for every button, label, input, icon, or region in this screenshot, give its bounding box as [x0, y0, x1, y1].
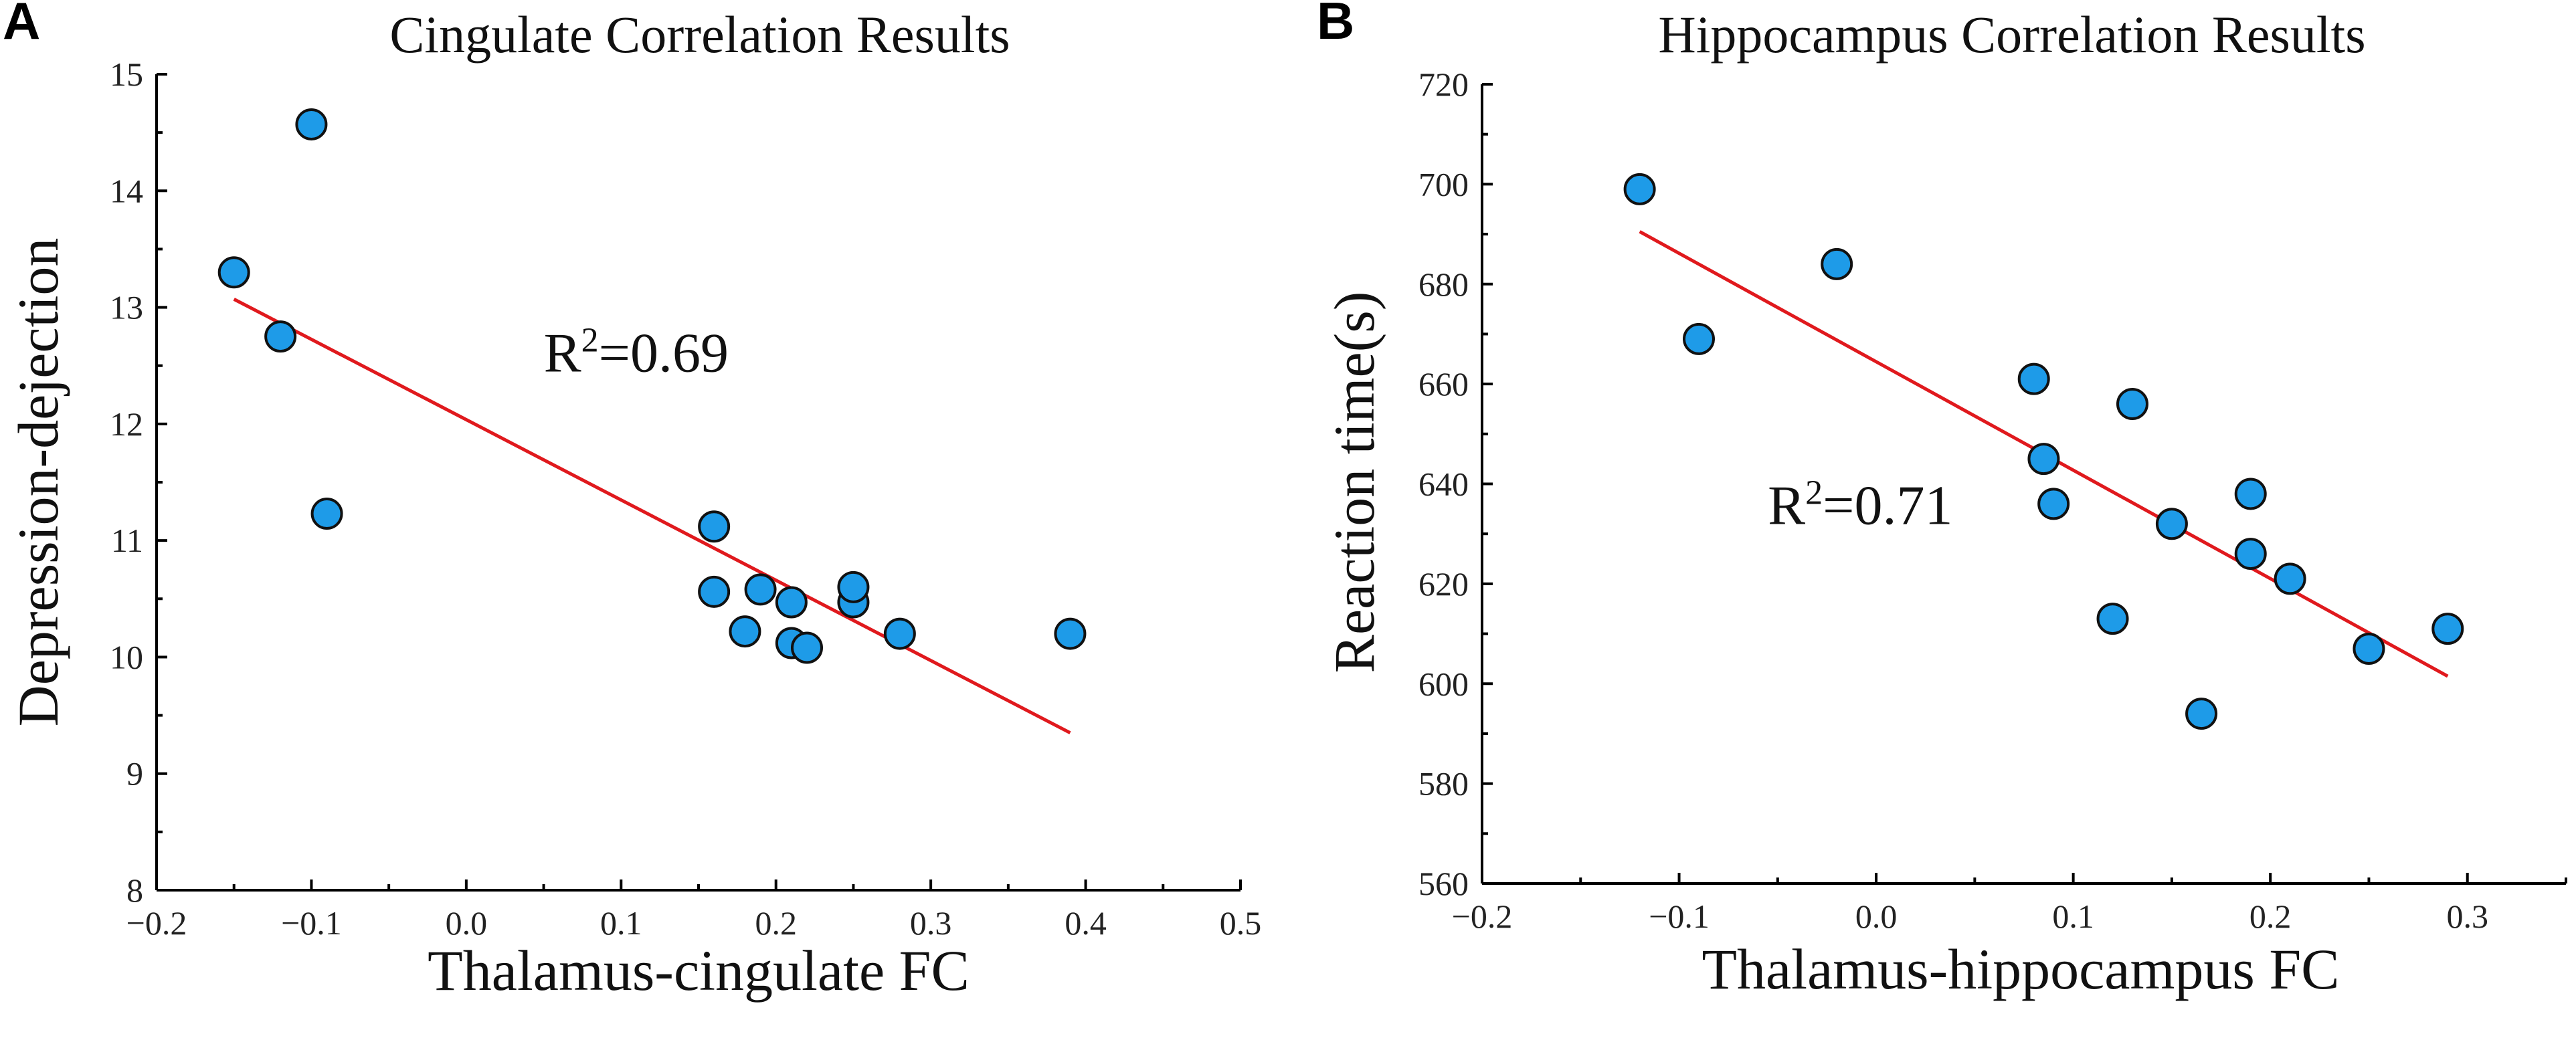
panel-a-scatter-points	[217, 108, 1087, 664]
x-tick-label: 0.3	[910, 904, 952, 942]
y-tick-label: 9	[126, 755, 143, 793]
scatter-point	[2234, 478, 2267, 510]
scatter-point	[2096, 603, 2129, 635]
scatter-point	[217, 256, 250, 289]
panel-a-x-ticks: −0.2 −0.1 0.0 0.1 0.2 0.3 0.4 0.5	[126, 879, 1262, 942]
y-tick-label: 11	[111, 522, 143, 559]
panel-a-letter: A	[3, 0, 40, 50]
scatter-point	[2116, 388, 2148, 420]
scatter-point	[2274, 562, 2306, 595]
panel-a-y-axis-label: Depression-dejection	[6, 238, 70, 727]
panel-b-x-axis-label: Thalamus-hippocampus FC	[1701, 937, 2339, 1001]
y-tick-label: 720	[1418, 66, 1469, 103]
panel-b-y-axis-label: Reaction time(s)	[1322, 292, 1386, 673]
panel-a-cingulate: A Cingulate Correlation Results 8 9 10 11 12…	[3, 0, 1261, 1003]
scatter-point	[837, 570, 870, 603]
y-tick-label: 600	[1418, 665, 1469, 702]
panel-a-regression-line	[233, 298, 1071, 734]
panel-b-r-squared: R2=0.71	[1768, 474, 1952, 536]
y-tick-label: 700	[1418, 165, 1469, 203]
panel-a-r-squared: R2=0.69	[544, 321, 729, 384]
scatter-point	[2155, 508, 2188, 540]
x-tick-label: 0.5	[1220, 904, 1262, 942]
scatter-point	[883, 617, 916, 650]
scatter-point	[775, 586, 808, 619]
x-tick-label: 0.3	[2446, 898, 2488, 935]
panel-b-title: Hippocampus Correlation Results	[1658, 5, 2365, 64]
scatter-point	[729, 615, 761, 648]
panel-a-x-axis-label: Thalamus-cingulate FC	[428, 938, 970, 1003]
scatter-point	[2431, 613, 2464, 645]
x-tick-label: −0.1	[281, 904, 342, 942]
scatter-point	[744, 573, 777, 606]
panel-b-letter: B	[1317, 0, 1354, 50]
y-tick-label: 640	[1418, 465, 1469, 503]
x-tick-label: −0.2	[1452, 898, 1513, 935]
scatter-point	[2185, 698, 2218, 730]
x-tick-label: 0.0	[446, 904, 488, 942]
y-tick-label: 8	[126, 871, 143, 909]
scatter-point	[2234, 538, 2267, 570]
scatter-point	[2353, 632, 2385, 665]
x-tick-label: −0.2	[126, 904, 187, 942]
panel-a-title: Cingulate Correlation Results	[389, 5, 1010, 64]
scatter-point	[1821, 247, 1853, 280]
x-tick-label: −0.1	[1649, 898, 1710, 935]
x-tick-label: 0.1	[2052, 898, 2094, 935]
y-tick-label: 10	[110, 638, 143, 676]
scatter-point	[791, 631, 823, 664]
scatter-point	[310, 498, 343, 530]
scatter-point	[2017, 362, 2050, 395]
panel-b-scatter-points	[1623, 173, 2464, 730]
scatter-point	[1683, 322, 1715, 355]
panel-b-x-ticks: −0.2 −0.1 0.0 0.1 0.2 0.3	[1452, 873, 2567, 935]
panel-b-y-ticks: 560 580 600 620 640 660 680 700 720	[1418, 66, 1493, 902]
x-tick-label: 0.0	[1855, 898, 1898, 935]
panel-a-y-ticks: 8 9 10 11 12 13 14 15	[110, 56, 167, 909]
y-tick-label: 15	[110, 56, 143, 93]
x-tick-label: 0.4	[1065, 904, 1107, 942]
y-tick-label: 680	[1418, 266, 1469, 303]
y-tick-label: 620	[1418, 565, 1469, 603]
scatter-point	[2037, 488, 2070, 520]
y-tick-label: 580	[1418, 765, 1469, 803]
scatter-point	[698, 575, 731, 608]
x-tick-label: 0.2	[755, 904, 797, 942]
y-tick-label: 12	[110, 405, 143, 443]
x-tick-label: 0.1	[600, 904, 642, 942]
scatter-point	[295, 108, 328, 140]
scatter-point	[264, 320, 297, 353]
scatter-point	[698, 510, 731, 543]
scatter-point	[2027, 443, 2060, 476]
panel-b-hippocampus: B Hippocampus Correlation Results 560 580…	[1317, 0, 2567, 1001]
scatter-point	[1054, 617, 1087, 650]
x-tick-label: 0.2	[2249, 898, 2292, 935]
y-tick-label: 13	[110, 289, 143, 326]
y-tick-label: 660	[1418, 365, 1469, 403]
scatter-point	[1623, 173, 1656, 205]
y-tick-label: 14	[110, 172, 143, 209]
y-tick-label: 560	[1418, 865, 1469, 902]
